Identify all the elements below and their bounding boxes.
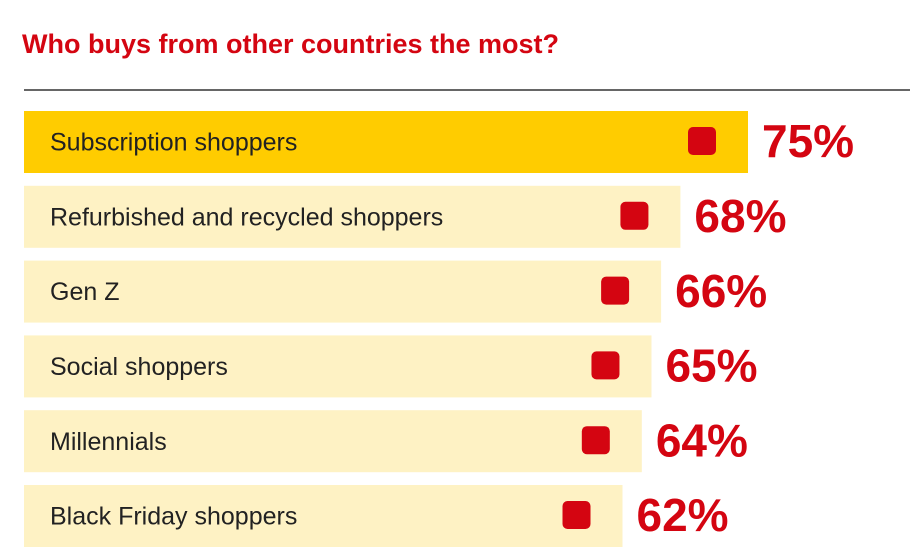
category-label: Refurbished and recycled shoppers xyxy=(50,203,443,231)
chart-title: Who buys from other countries the most? xyxy=(22,29,559,59)
value-label: 65% xyxy=(665,340,757,392)
bar xyxy=(24,335,652,398)
category-label: Subscription shoppers xyxy=(50,129,297,157)
icon xyxy=(562,501,591,529)
icon xyxy=(688,127,716,155)
value-label: 66% xyxy=(675,265,767,317)
category-label: Social shoppers xyxy=(50,353,228,381)
bar xyxy=(24,410,642,473)
bar xyxy=(24,485,623,547)
category-label: Black Friday shoppers xyxy=(50,503,297,531)
category-label: Gen Z xyxy=(50,278,119,306)
value-label: 64% xyxy=(656,414,748,466)
icon xyxy=(601,276,630,305)
bar xyxy=(24,111,748,173)
icon xyxy=(591,351,620,380)
category-label: Millennials xyxy=(50,428,167,456)
icon xyxy=(581,426,610,455)
value-label: 75% xyxy=(762,115,854,167)
icon xyxy=(620,201,649,230)
value-label: 68% xyxy=(694,190,786,242)
bar xyxy=(24,260,662,323)
value-label: 62% xyxy=(637,489,729,541)
bar xyxy=(24,185,681,248)
